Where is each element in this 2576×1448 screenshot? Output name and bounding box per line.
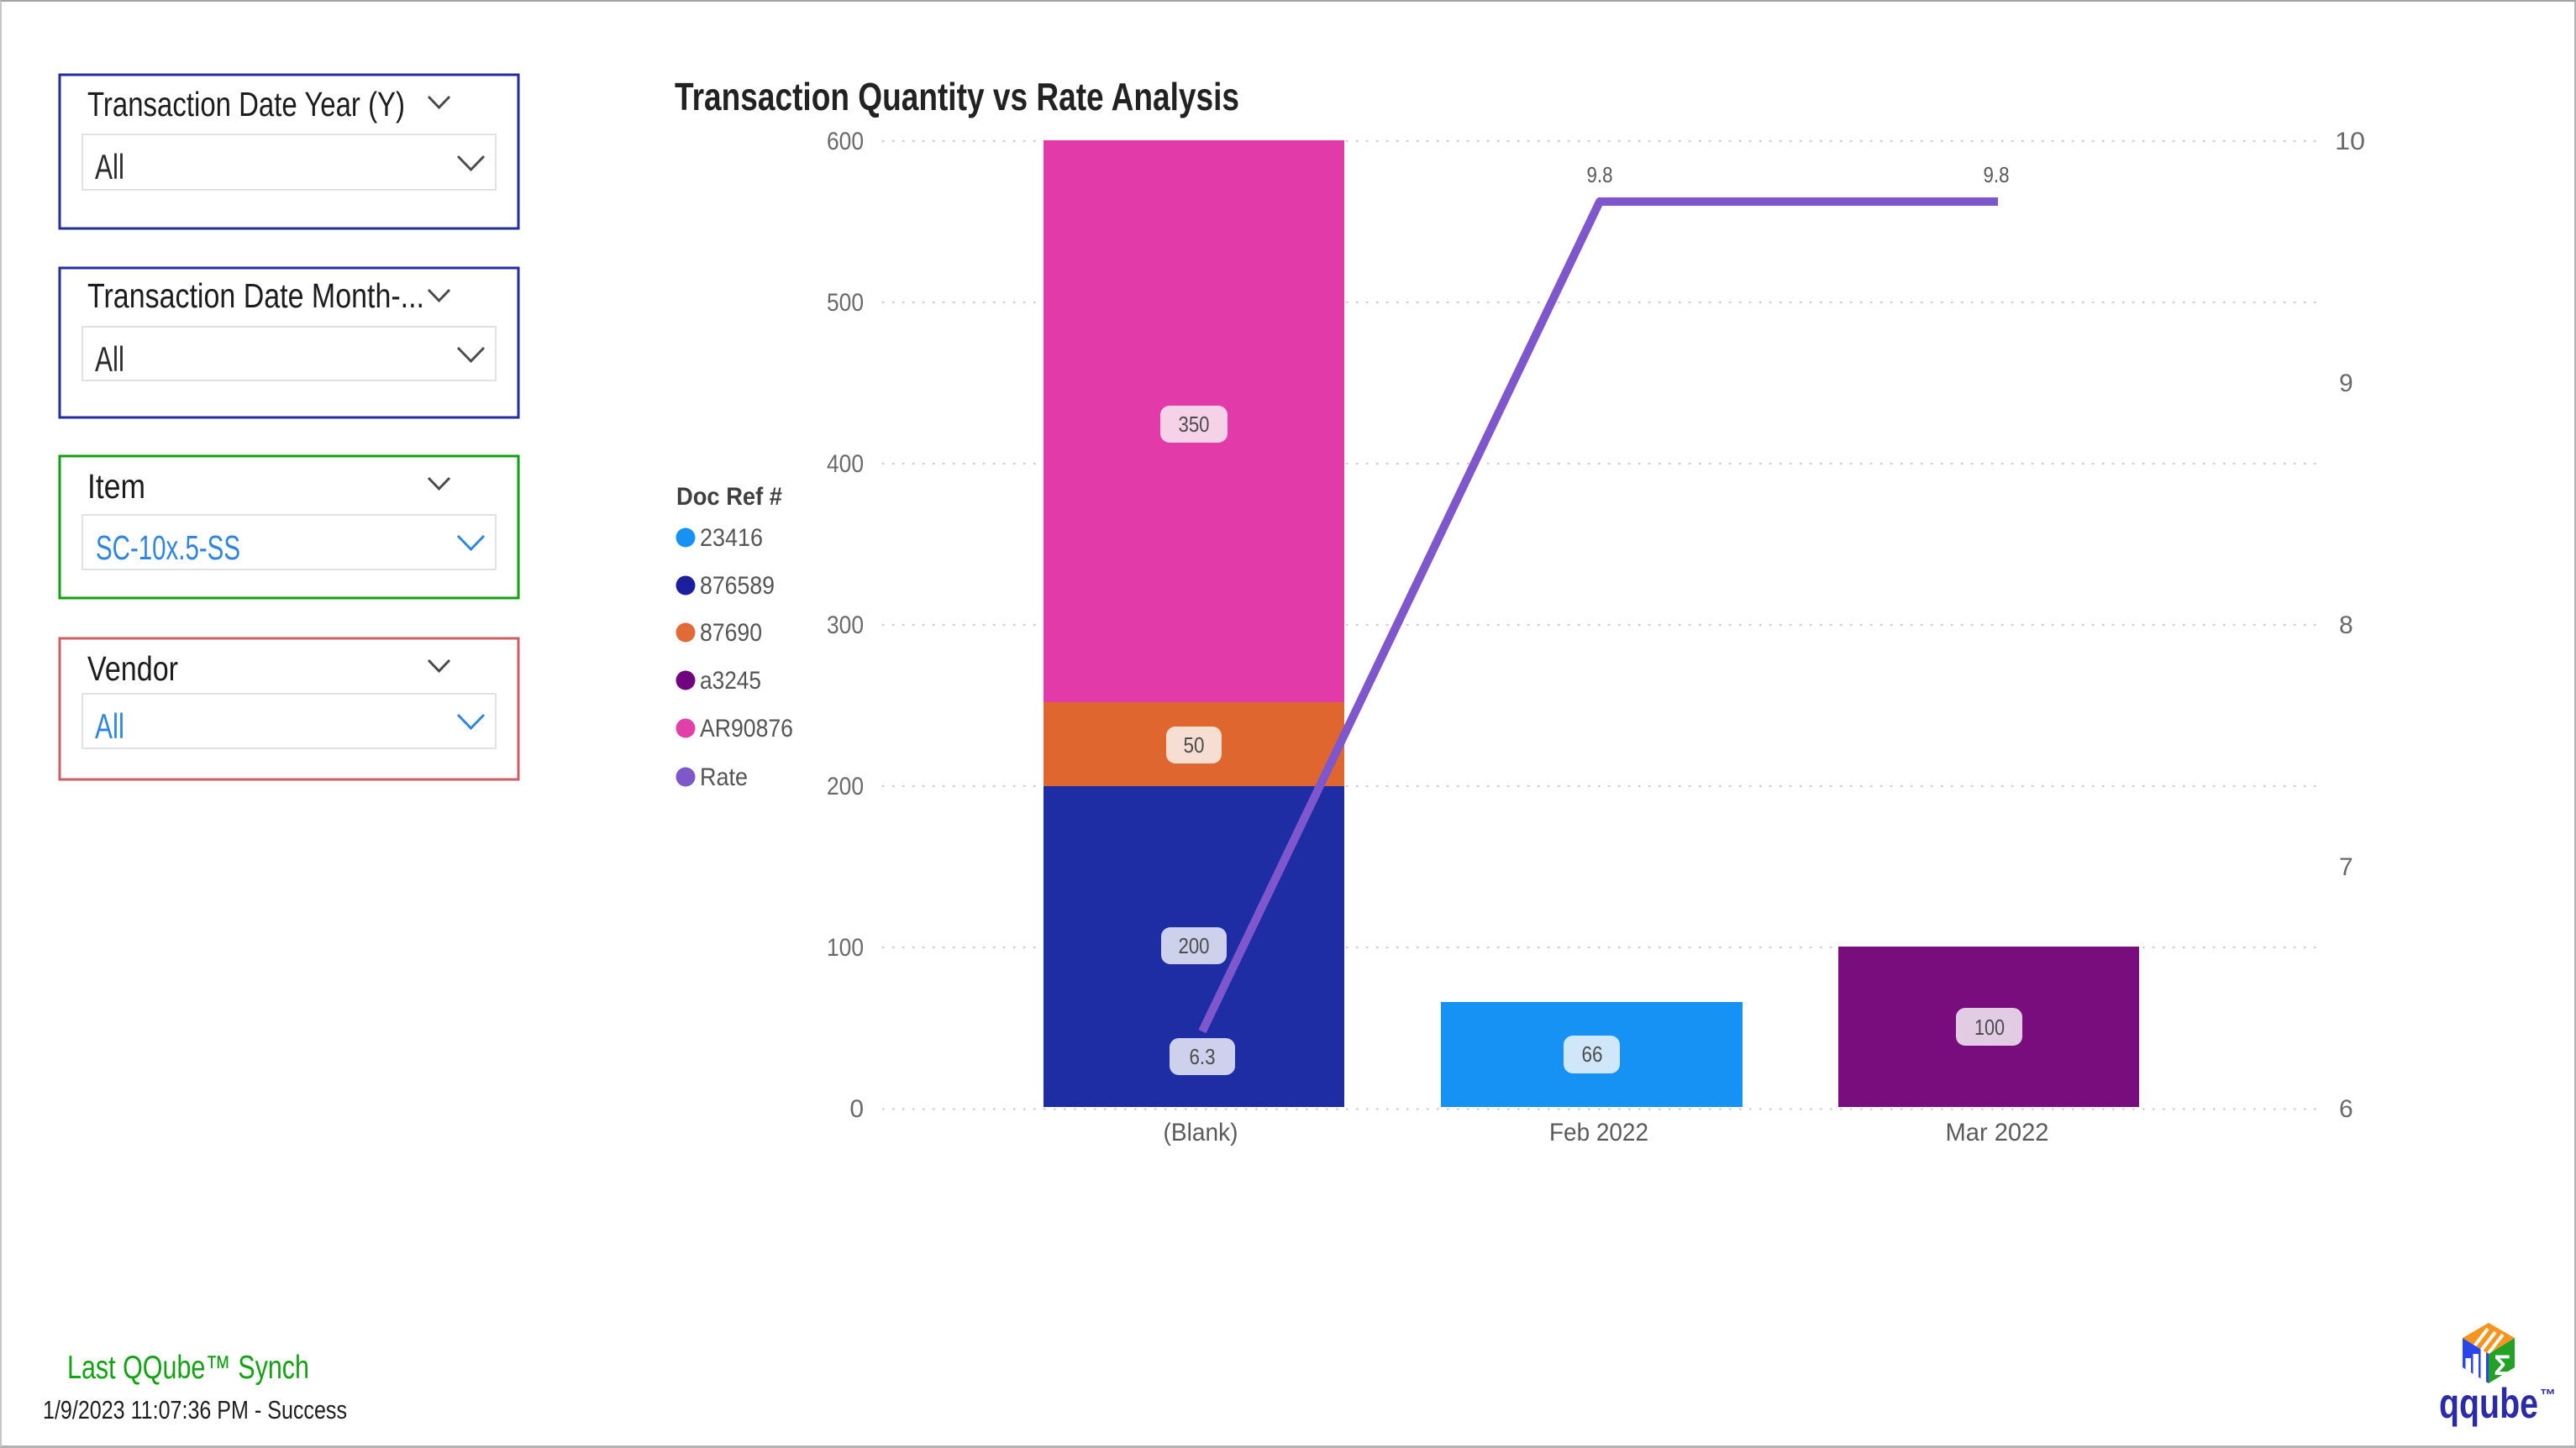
svg-text:400: 400 — [827, 450, 864, 478]
svg-text:200: 200 — [1179, 933, 1210, 958]
svg-text:10: 10 — [2335, 128, 2365, 155]
svg-text:Σ: Σ — [2494, 1350, 2510, 1382]
svg-text:Doc Ref #: Doc Ref # — [676, 483, 782, 511]
svg-text:Feb 2022: Feb 2022 — [1549, 1119, 1648, 1146]
svg-text:9: 9 — [2339, 370, 2353, 397]
svg-text:All: All — [95, 706, 124, 746]
svg-text:Transaction Quantity vs Rate A: Transaction Quantity vs Rate Analysis — [675, 75, 1239, 118]
svg-text:87690: 87690 — [700, 619, 762, 647]
svg-text:200: 200 — [827, 773, 864, 800]
svg-text:AR90876: AR90876 — [700, 715, 793, 742]
svg-text:0: 0 — [849, 1095, 864, 1123]
svg-text:600: 600 — [827, 128, 864, 155]
svg-text:6.3: 6.3 — [1190, 1044, 1216, 1069]
svg-text:™: ™ — [2540, 1387, 2556, 1404]
svg-text:Mar 2022: Mar 2022 — [1946, 1119, 2049, 1146]
svg-text:300: 300 — [827, 611, 864, 639]
svg-text:(Blank): (Blank) — [1164, 1119, 1238, 1146]
svg-text:Vendor: Vendor — [87, 649, 178, 688]
svg-text:Transaction Date Year (Y): Transaction Date Year (Y) — [87, 85, 405, 123]
svg-text:876589: 876589 — [700, 572, 775, 600]
svg-text:100: 100 — [827, 934, 864, 962]
svg-text:Rate: Rate — [700, 763, 748, 791]
svg-text:a3245: a3245 — [700, 667, 761, 695]
svg-text:Transaction Date Month-...: Transaction Date Month-... — [87, 276, 424, 315]
svg-text:All: All — [95, 147, 124, 186]
svg-text:8: 8 — [2339, 611, 2353, 639]
svg-text:9.8: 9.8 — [1984, 162, 2010, 187]
svg-text:Item: Item — [87, 467, 145, 506]
svg-text:SC-10x.5-SS: SC-10x.5-SS — [96, 528, 240, 567]
svg-text:qqube: qqube — [2439, 1380, 2538, 1427]
svg-text:Last QQube™ Synch: Last QQube™ Synch — [67, 1350, 309, 1386]
svg-text:350: 350 — [1179, 412, 1210, 437]
svg-text:66: 66 — [1582, 1041, 1603, 1067]
svg-text:23416: 23416 — [700, 524, 763, 552]
svg-text:7: 7 — [2339, 853, 2353, 881]
svg-text:6: 6 — [2339, 1095, 2353, 1123]
svg-text:All: All — [95, 339, 124, 379]
svg-text:100: 100 — [1974, 1015, 2005, 1040]
svg-text:9.8: 9.8 — [1587, 162, 1613, 187]
svg-text:1/9/2023 11:07:36 PM - Success: 1/9/2023 11:07:36 PM - Success — [43, 1395, 347, 1424]
svg-text:500: 500 — [827, 289, 864, 317]
svg-text:50: 50 — [1184, 732, 1205, 758]
